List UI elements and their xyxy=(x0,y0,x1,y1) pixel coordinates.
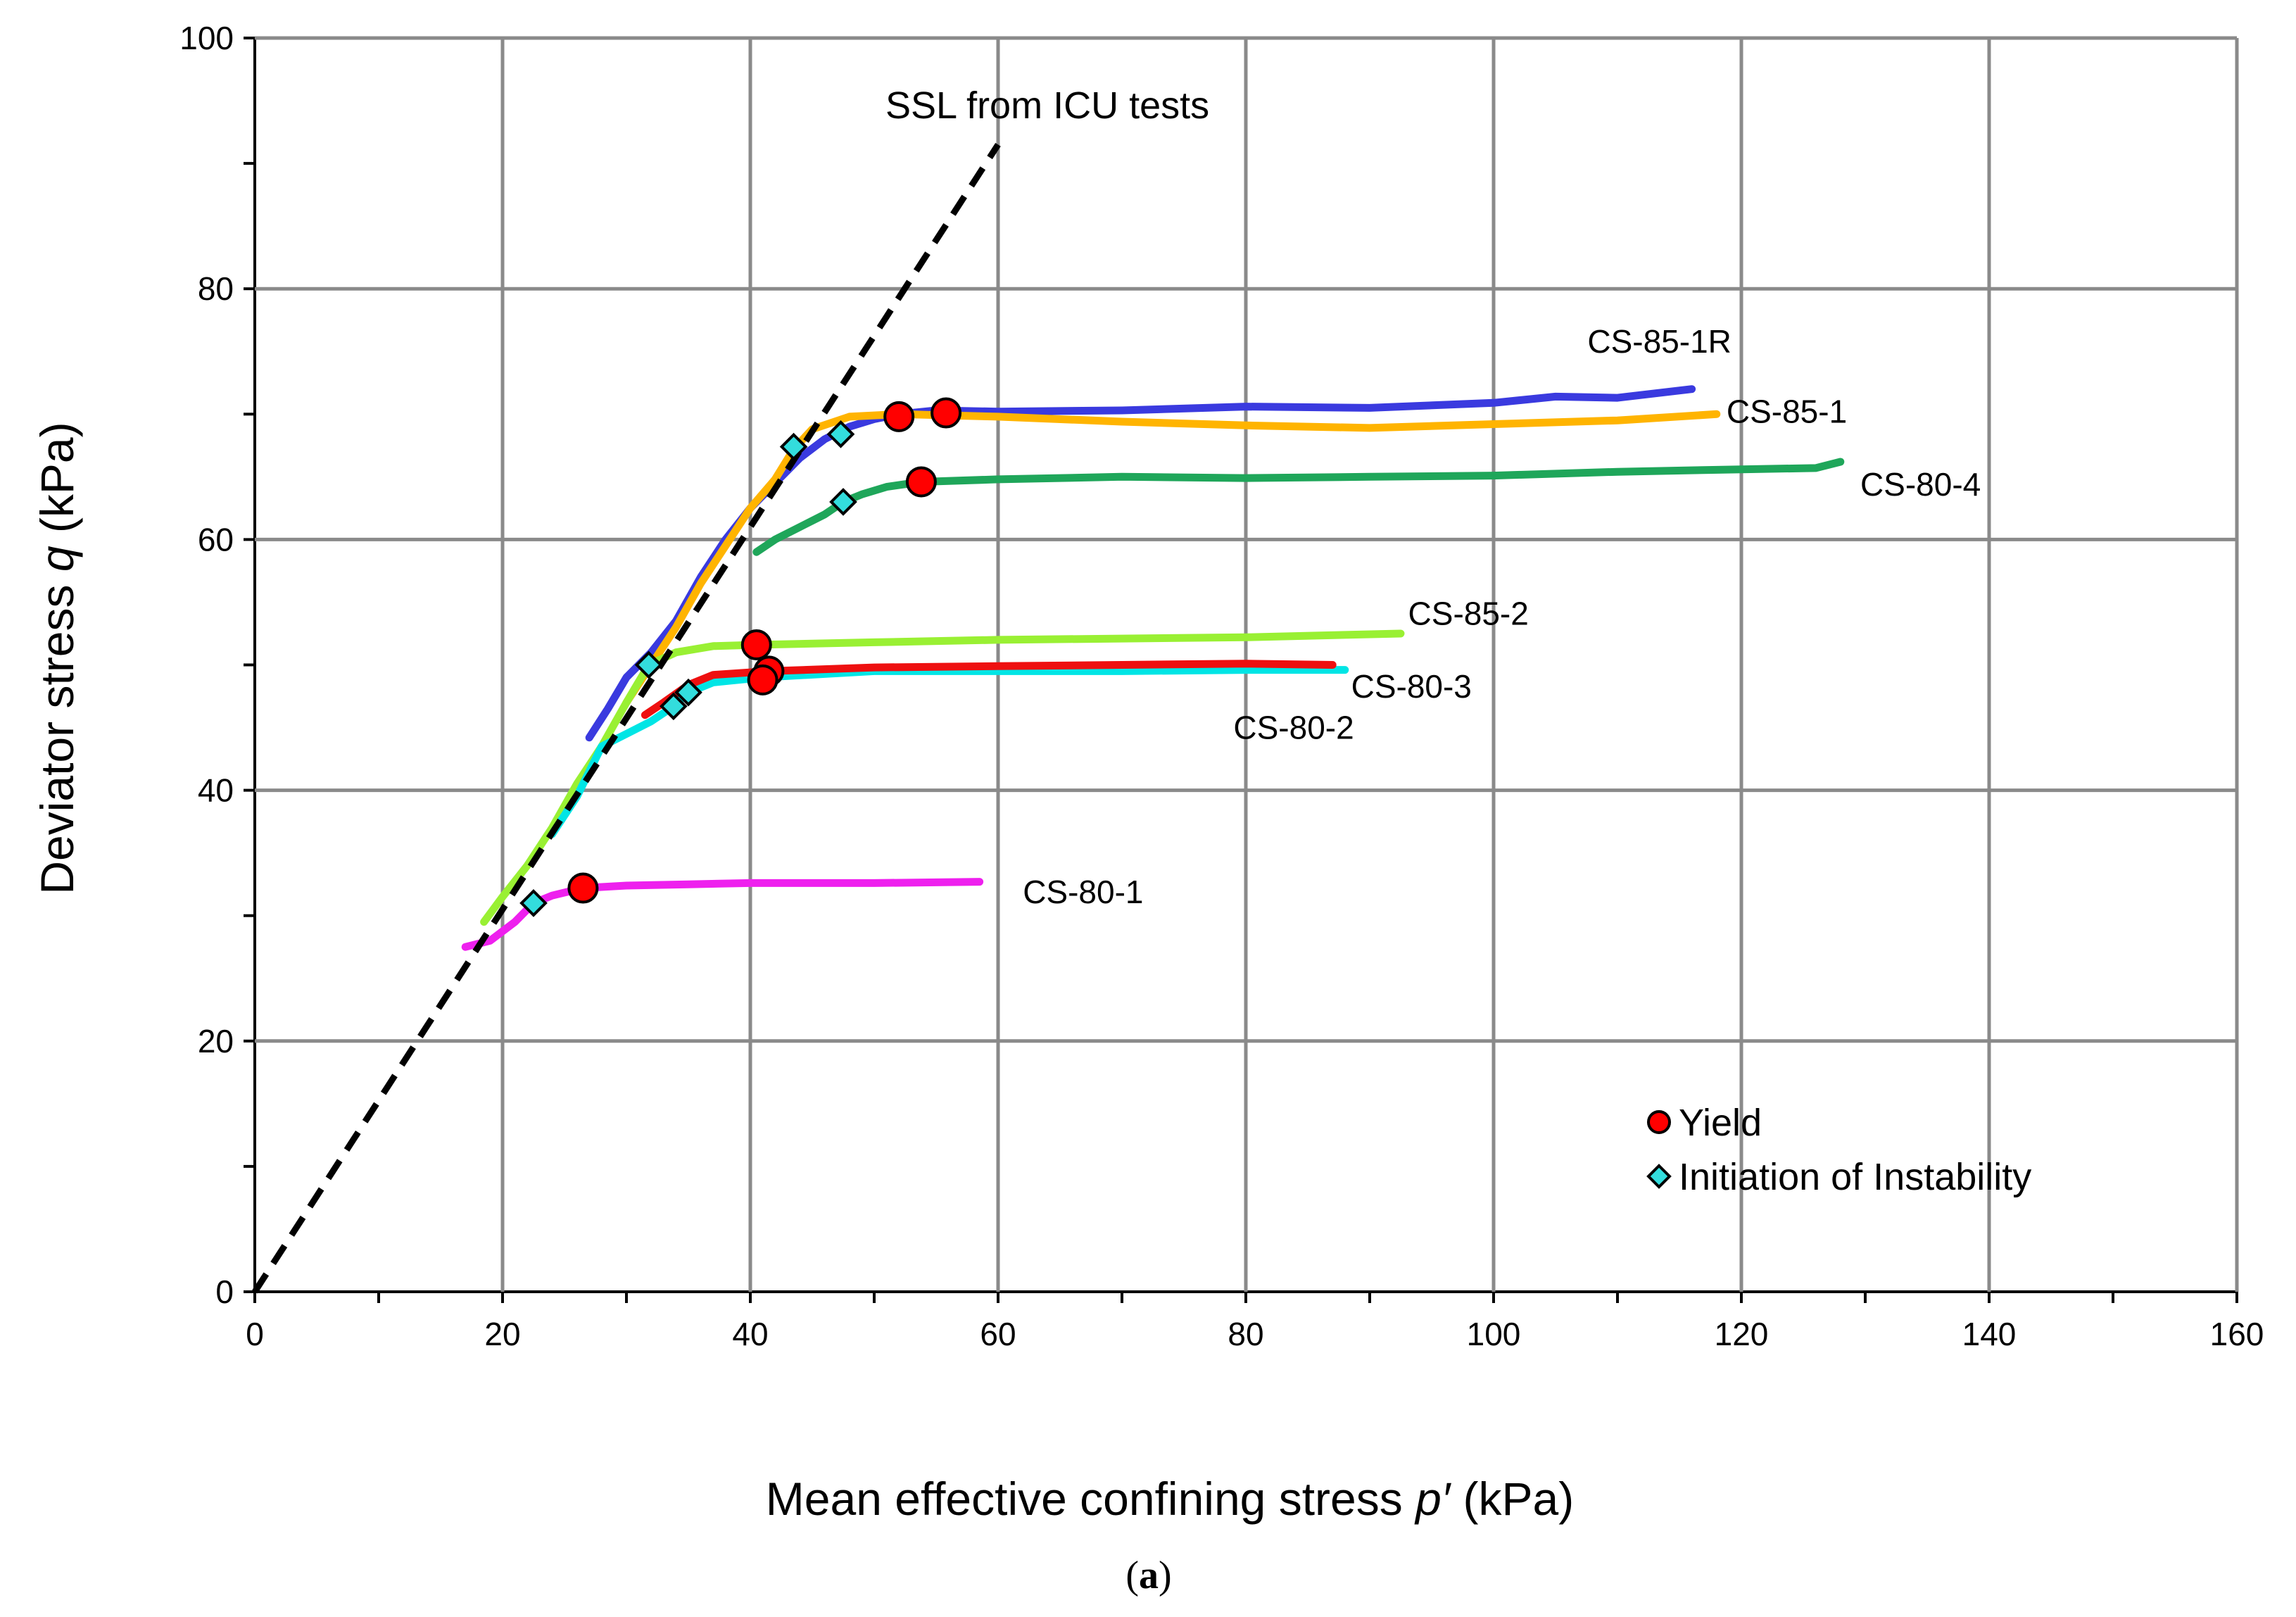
tick-labels: 0 20 40 60 80 100 120 140 160 0 20 40 60 80 100 xyxy=(179,20,2264,1352)
yield-marker xyxy=(883,401,915,432)
series-line-cs-85-1r xyxy=(585,385,1696,742)
y-tick-label: 100 xyxy=(179,20,234,56)
legend: Yield Initiation of Instability xyxy=(1646,1102,2031,1198)
instability-marker xyxy=(674,678,702,707)
y-tick-label: 40 xyxy=(198,772,234,809)
x-tick-label: 100 xyxy=(1467,1316,1521,1352)
instability-marker xyxy=(660,692,688,721)
yield-marker xyxy=(747,664,778,696)
x-tick-label: 20 xyxy=(484,1316,520,1352)
ssl-annotation: SSL from ICU tests xyxy=(885,84,1209,127)
legend-instability-label: Initiation of Instability xyxy=(1679,1156,2031,1198)
x-tick-label: 0 xyxy=(246,1316,264,1352)
instability-marker xyxy=(519,889,548,917)
x-axis-title: Mean effective confining stress p′ (kPa) xyxy=(766,1473,1574,1525)
yield-marker xyxy=(931,397,962,429)
x-tick-label: 80 xyxy=(1228,1316,1263,1352)
yield-marker xyxy=(905,466,937,498)
y-axis-title: Deviator stress q (kPa) xyxy=(31,422,83,894)
x-tick-label: 140 xyxy=(1962,1316,2017,1352)
instability-marker xyxy=(634,650,663,679)
legend-yield-marker xyxy=(1647,1110,1671,1134)
instability-marker xyxy=(829,488,857,516)
series-label-cs-85-2: CS-85-2 xyxy=(1408,595,1529,631)
series-label-cs-80-2: CS-80-2 xyxy=(1233,710,1354,746)
yield-marker xyxy=(740,629,772,661)
series-label-cs-85-1r: CS-85-1R xyxy=(1587,323,1732,360)
series-label-cs-85-1: CS-85-1 xyxy=(1727,394,1847,430)
instability-marker xyxy=(779,432,808,461)
y-tick-label: 80 xyxy=(198,270,234,307)
legend-instability-marker xyxy=(1646,1164,1672,1189)
x-tick-label: 160 xyxy=(2210,1316,2264,1352)
series-labels: CS-85-1R CS-85-1 CS-80-4 CS-85-2 CS-80-3 CS-8… xyxy=(1023,323,1981,910)
x-tick-label: 40 xyxy=(732,1316,768,1352)
y-tick-label: 0 xyxy=(215,1273,234,1310)
series-label-cs-80-3: CS-80-3 xyxy=(1351,668,1472,705)
figure-caption: (a) xyxy=(1125,1554,1171,1597)
instability-marker xyxy=(826,420,855,448)
y-tick-label: 60 xyxy=(198,521,234,558)
yield-marker xyxy=(567,872,599,904)
y-tick-label: 20 xyxy=(198,1023,234,1059)
x-tick-label: 60 xyxy=(980,1316,1016,1352)
series-label-cs-80-1: CS-80-1 xyxy=(1023,874,1143,910)
ssl-reference-line xyxy=(252,142,1001,1294)
ssl-dashed-line xyxy=(252,142,1001,1294)
series-line-cs-80-4 xyxy=(752,458,1845,556)
markers xyxy=(519,397,962,917)
series-label-cs-80-4: CS-80-4 xyxy=(1860,466,1981,503)
series-line-cs-85-1 xyxy=(622,410,1721,707)
legend-yield-label: Yield xyxy=(1679,1102,1762,1144)
x-tick-label: 120 xyxy=(1715,1316,1769,1352)
axis-ticks xyxy=(244,37,2238,1303)
